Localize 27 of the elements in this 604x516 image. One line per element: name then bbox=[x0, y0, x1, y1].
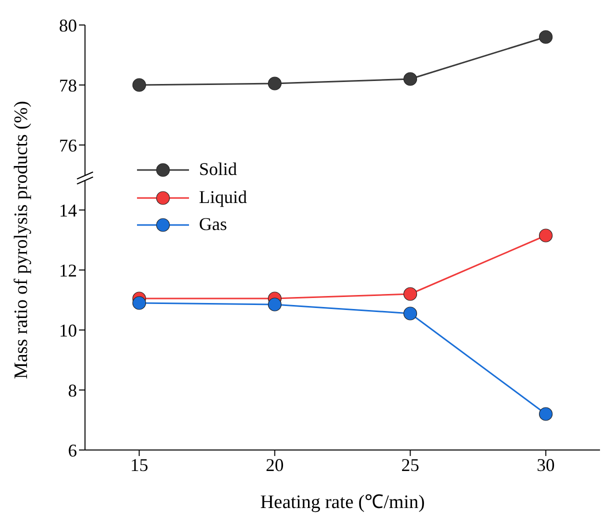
x-tick-label: 15 bbox=[130, 454, 148, 475]
legend-label: Solid bbox=[199, 159, 238, 180]
x-tick-label: 20 bbox=[266, 454, 284, 475]
y-tick-label: 76 bbox=[59, 135, 77, 156]
y-tick-label: 6 bbox=[68, 440, 77, 460]
x-tick-label: 25 bbox=[401, 454, 420, 475]
y-tick-label: 8 bbox=[68, 380, 77, 400]
point bbox=[538, 30, 553, 44]
legend-label: Gas bbox=[199, 214, 227, 235]
legend-label: Liquid bbox=[199, 187, 247, 208]
x-axis-title: Heating rate (℃/min) bbox=[259, 491, 426, 514]
x-tick-label: 30 bbox=[536, 454, 555, 475]
y-tick-label: 10 bbox=[59, 320, 77, 340]
y-tick-label: 78 bbox=[59, 75, 77, 96]
point bbox=[538, 407, 553, 421]
point bbox=[538, 228, 553, 242]
y-tick-label: 80 bbox=[59, 15, 77, 36]
point bbox=[403, 287, 418, 301]
point bbox=[132, 296, 146, 310]
y-tick-label: 14 bbox=[59, 200, 77, 220]
point bbox=[132, 78, 146, 92]
point bbox=[268, 298, 282, 312]
point bbox=[403, 306, 418, 320]
y-tick-label: 12 bbox=[59, 260, 77, 280]
point bbox=[268, 76, 282, 90]
point bbox=[403, 72, 418, 86]
y-axis-title: Mass ratio of pyrolysis products (%) bbox=[11, 100, 33, 380]
